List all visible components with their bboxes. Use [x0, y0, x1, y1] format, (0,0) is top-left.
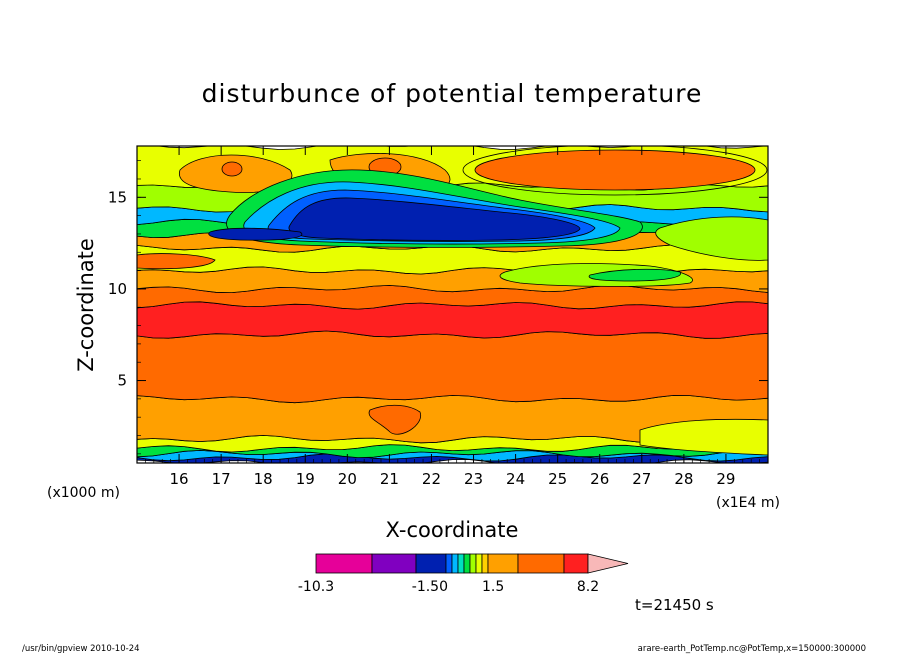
contour-feature [208, 227, 303, 241]
contour-feature [368, 404, 421, 435]
y-tick-label: 10 [108, 280, 127, 298]
x-tick-label: 24 [506, 470, 525, 488]
colorbar-segment [415, 553, 447, 574]
colorbar-arrow [587, 553, 629, 574]
colorbar-segment [475, 553, 483, 574]
x-tick-label: 26 [590, 470, 609, 488]
x-tick-label: 27 [632, 470, 651, 488]
contour-feature [137, 253, 216, 270]
x-tick-label: 16 [170, 470, 189, 488]
x-tick-label: 18 [254, 470, 273, 488]
x-tick-label: 21 [380, 470, 399, 488]
colorbar-segment [487, 553, 519, 574]
x-tick-label: 22 [422, 470, 441, 488]
time-label: t=21450 s [635, 596, 714, 614]
colorbar-segment [517, 553, 565, 574]
footer-left: /usr/bin/gpview 2010-10-24 [22, 644, 140, 654]
x-tick-label: 28 [674, 470, 693, 488]
contour-feature [462, 146, 768, 196]
x-tick-label: 19 [296, 470, 315, 488]
colorbar-segment [457, 553, 465, 574]
y-axis-label: Z-coordinate [74, 238, 98, 372]
x-tick-label: 17 [212, 470, 231, 488]
contour-feature [639, 418, 768, 456]
plot-frame [136, 145, 769, 464]
x-axis-label: X-coordinate [386, 518, 519, 542]
x-axis-unit: (x1E4 m) [716, 495, 780, 511]
colorbar-segment [469, 553, 477, 574]
x-tick-label: 29 [716, 470, 735, 488]
contour-feature [474, 149, 756, 191]
y-tick-label: 5 [117, 372, 127, 390]
contour-feature [221, 161, 243, 177]
y-axis-ticks: 5 10 15 [108, 160, 768, 455]
contour-feature [588, 268, 681, 282]
x-axis-ticks: 16 17 18 19 20 21 22 23 24 25 26 27 28 29 [145, 146, 769, 488]
colorbar-segment [463, 553, 471, 574]
colorbar: -10.3 -1.50 1.5 8.2 [298, 553, 629, 595]
colorbar-label: 8.2 [577, 579, 599, 595]
plot-area [137, 146, 768, 463]
contour-features [137, 146, 768, 456]
y-axis-unit: (x1000 m) [47, 485, 120, 501]
contour-feature [288, 197, 581, 241]
colorbar-label: -10.3 [298, 579, 334, 595]
x-tick-label: 20 [338, 470, 357, 488]
footer-right: arare-earth_PotTemp.nc@PotTemp,x=150000:… [638, 644, 866, 654]
colorbar-segment [371, 553, 417, 574]
colorbar-segment [563, 553, 589, 574]
colorbar-segment [451, 553, 459, 574]
colorbar-segment [445, 553, 453, 574]
contour-band [137, 330, 768, 404]
x-tick-label: 23 [464, 470, 483, 488]
colorbar-label: 1.5 [482, 579, 504, 595]
colorbar-segment [481, 553, 489, 574]
y-tick-label: 15 [108, 188, 127, 206]
chart-title: disturbunce of potential temperature [202, 79, 703, 108]
x-tick-label: 25 [548, 470, 567, 488]
colorbar-label: -1.50 [412, 579, 448, 595]
colorbar-segment [315, 553, 373, 574]
contour-feature [655, 216, 768, 261]
